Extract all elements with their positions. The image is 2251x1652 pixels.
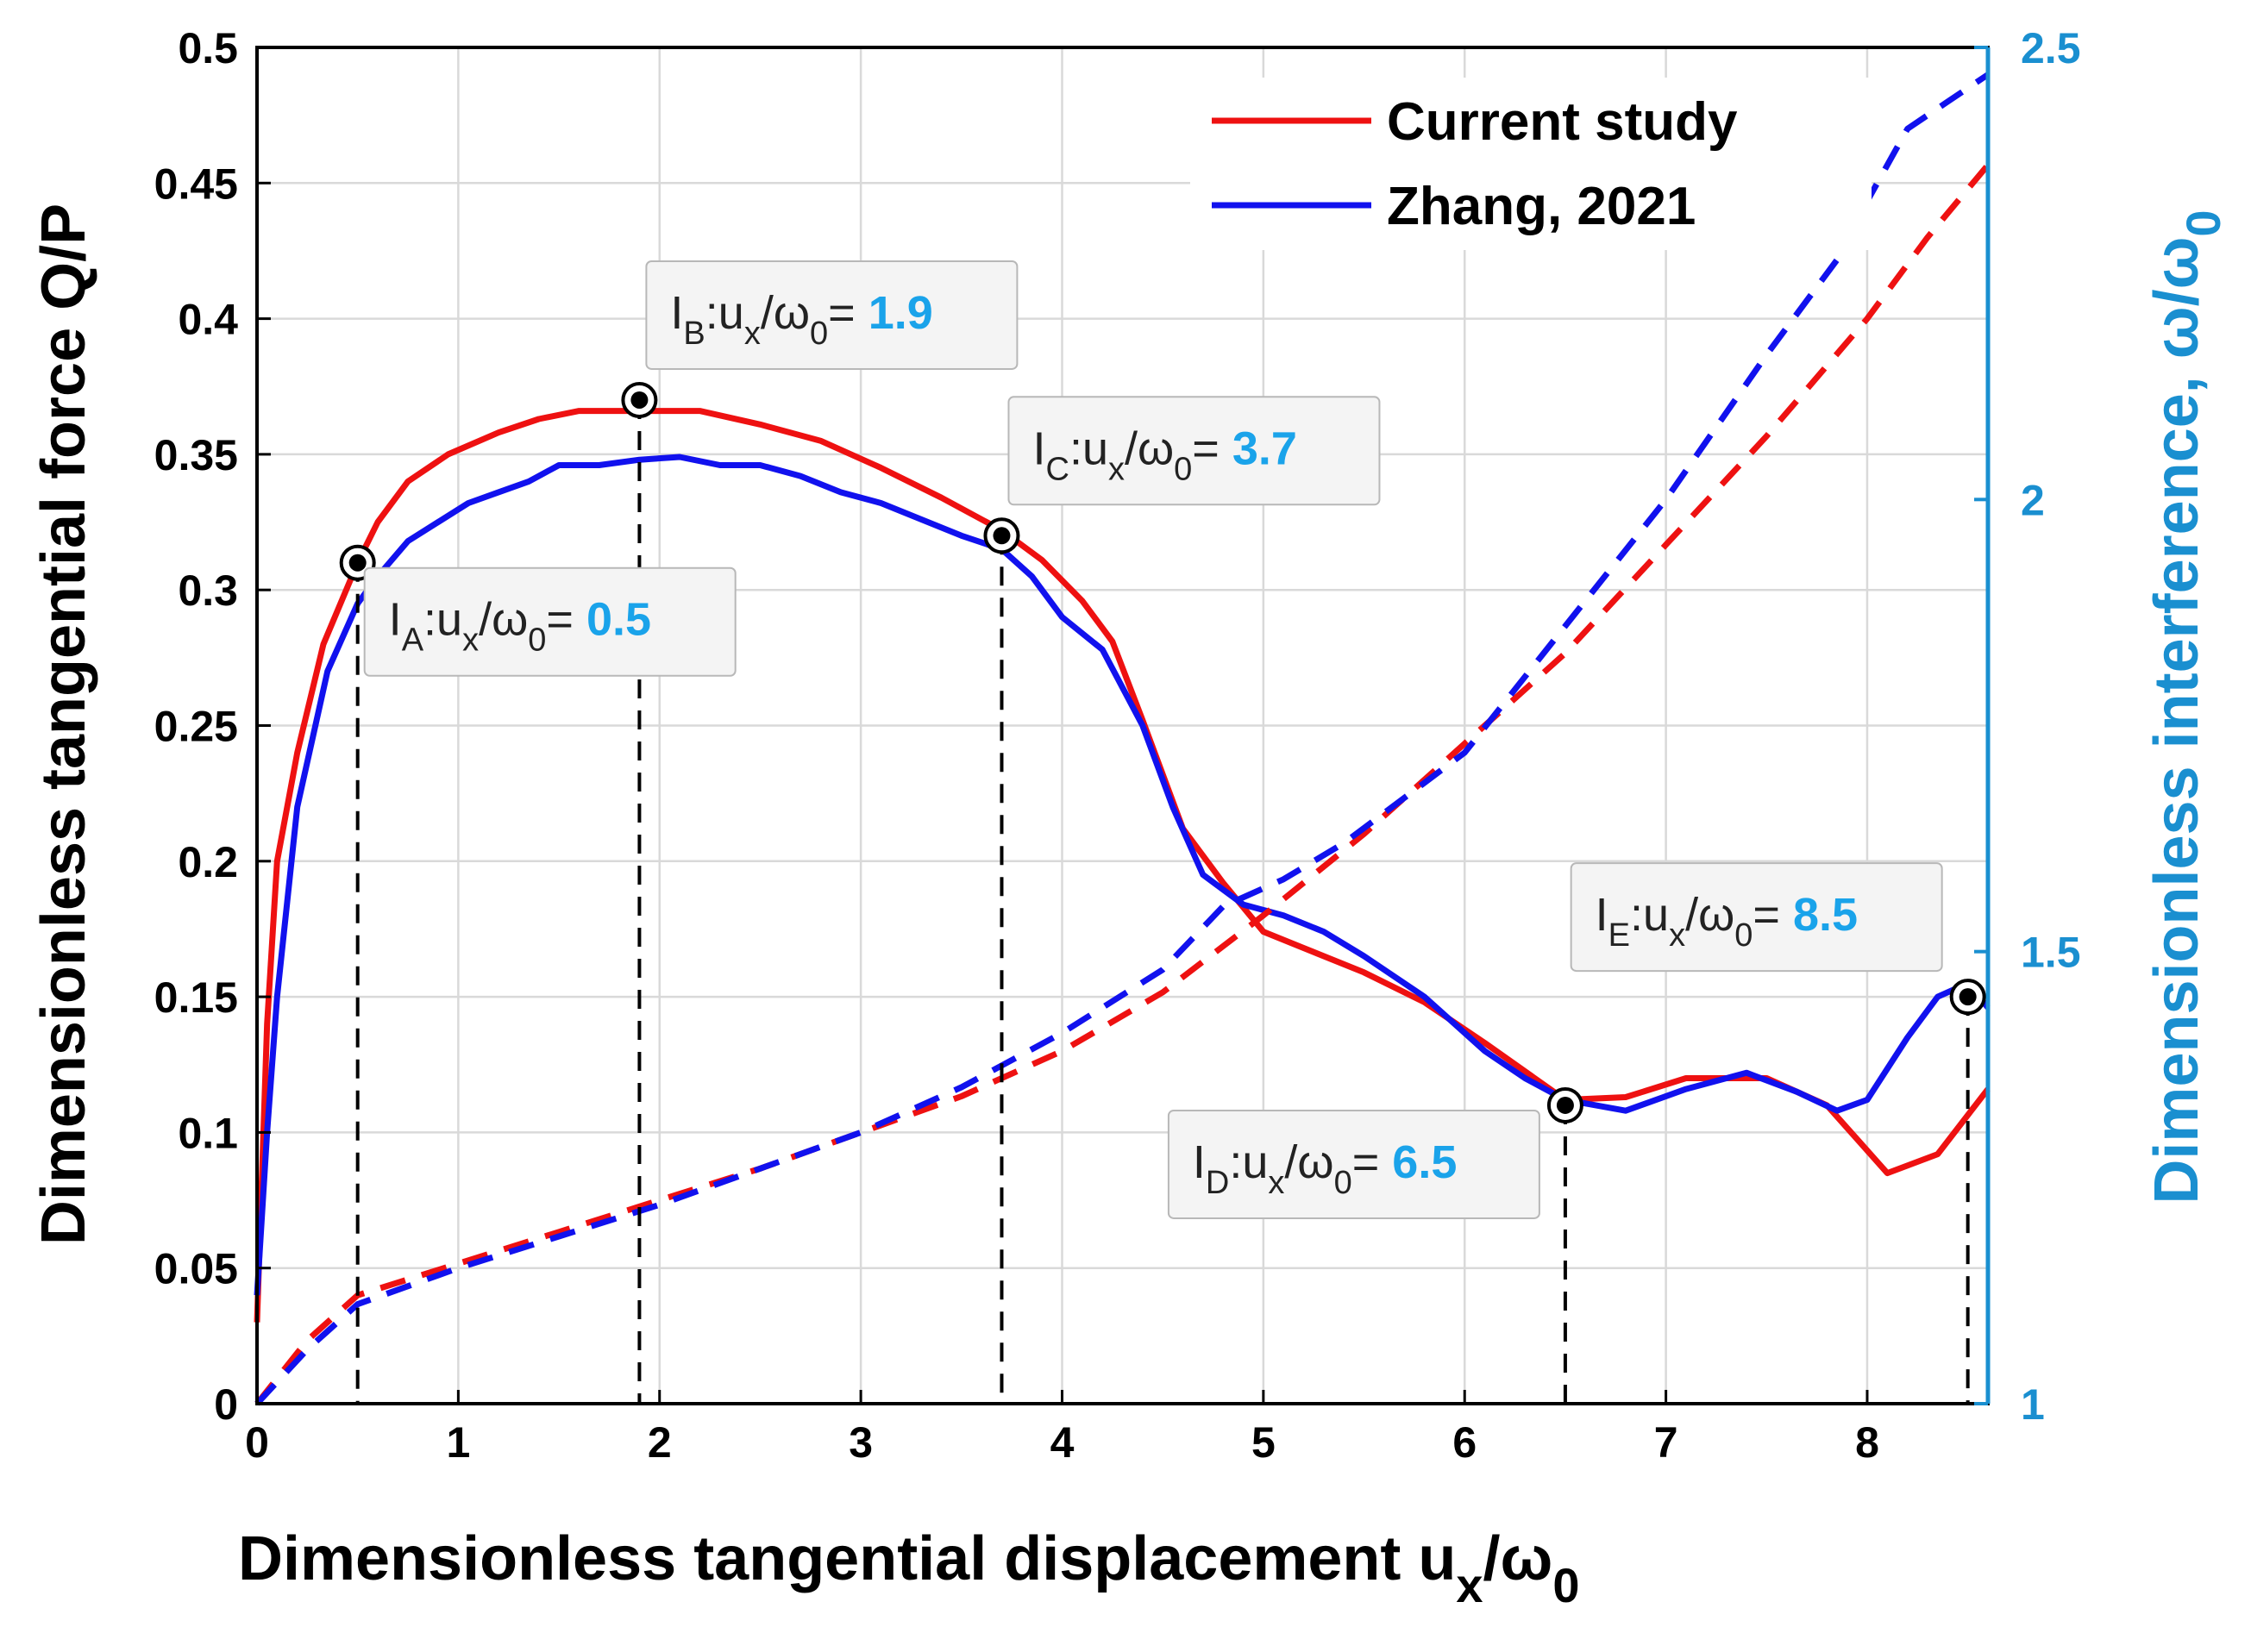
annotation-D: ID:ux/ω0= 6.5: [1167, 1109, 1540, 1219]
x-tick-label: 2: [648, 1418, 672, 1467]
x-tick-label: 5: [1251, 1418, 1276, 1467]
y-tick-label: 0.15: [154, 973, 238, 1022]
annotation-text: IA:ux/ω0= 0.5: [389, 594, 651, 659]
y-tick-label: 0.1: [178, 1109, 238, 1157]
x-tick-label: 7: [1654, 1418, 1678, 1467]
marker-dot-D: [1556, 1096, 1574, 1114]
x-tick-label: 8: [1855, 1418, 1879, 1467]
x-axis-label: Dimensionless tangential displacement ux…: [238, 1524, 1580, 1612]
marker-dot-C: [993, 527, 1011, 545]
x-tick-label: 3: [849, 1418, 873, 1467]
annotation-box: [363, 566, 737, 677]
annotation-text: IE:ux/ω0= 8.5: [1596, 889, 1858, 954]
series-line-4: [254, 72, 1990, 1406]
y-tick-label: 0.45: [154, 160, 238, 208]
marker-dot-A: [348, 554, 367, 572]
y2-tick-label: 1.5: [2021, 929, 2081, 977]
y-tick-label: 0: [214, 1380, 238, 1429]
legend: Current study Zhang, 2021: [1190, 78, 1872, 250]
annotation-C: IC:ux/ω0= 3.7: [1007, 396, 1381, 506]
annotation-box: [1167, 1109, 1540, 1219]
y2-tick-label: 2: [2021, 476, 2045, 524]
legend-label-zhang-2021: Zhang, 2021: [1387, 177, 1696, 236]
x-tick-label: 1: [446, 1418, 470, 1467]
markers: [339, 381, 1986, 1123]
annotation-text: IC:ux/ω0= 3.7: [1032, 422, 1296, 487]
x-tick-label: 6: [1452, 1418, 1477, 1467]
y-tick-label: 0.05: [154, 1245, 238, 1293]
series-line-3: [254, 163, 1991, 1406]
y2-tick-label: 1: [2021, 1380, 2045, 1429]
y-axis-label: Dimensionless tangential force Q/P: [29, 203, 98, 1245]
annotation-A: IA:ux/ω0= 0.5: [363, 566, 737, 677]
y-tick-label: 0.2: [178, 838, 238, 886]
legend-box: [1190, 78, 1872, 250]
y-tick-label: 0.5: [178, 24, 238, 72]
y-tick-label: 0.35: [154, 431, 238, 479]
annotations: IA:ux/ω0= 0.5 IB:ux/ω0= 1.9 IC:ux/ω0= 3.7 I…: [363, 260, 1943, 1219]
annotation-E: IE:ux/ω0= 8.5: [1570, 862, 1943, 973]
marker-dot-E: [1959, 988, 1977, 1006]
annotation-box: [645, 260, 1019, 370]
y2-tick-label: 2.5: [2021, 24, 2081, 72]
grid: [257, 47, 1988, 1404]
marker-dot-B: [630, 391, 649, 409]
annotation-B: IB:ux/ω0= 1.9: [645, 260, 1019, 370]
series-line-2: [254, 454, 1991, 1296]
y-tick-label: 0.25: [154, 703, 238, 751]
x-tick-label: 0: [245, 1418, 269, 1467]
annotation-box: [1570, 862, 1943, 973]
y-tick-label: 0.3: [178, 566, 238, 615]
annotation-text: IB:ux/ω0= 1.9: [670, 287, 932, 352]
legend-label-current-study: Current study: [1387, 92, 1738, 152]
x-tick-label: 4: [1050, 1418, 1075, 1467]
y2-axis-label: Dimensionless interference, ω/ω0: [2142, 210, 2230, 1204]
y-tick-label: 0.4: [178, 296, 238, 344]
annotation-box: [1007, 396, 1381, 506]
series-layer: [254, 72, 1991, 1406]
ticks: 0 1 2 3 4 5 6 7 8 0 0.05 0.1 0.15 0.2 0.25 0.3 0.35 0.4 0.…: [154, 24, 2081, 1467]
annotation-text: ID:ux/ω0= 6.5: [1193, 1136, 1457, 1201]
